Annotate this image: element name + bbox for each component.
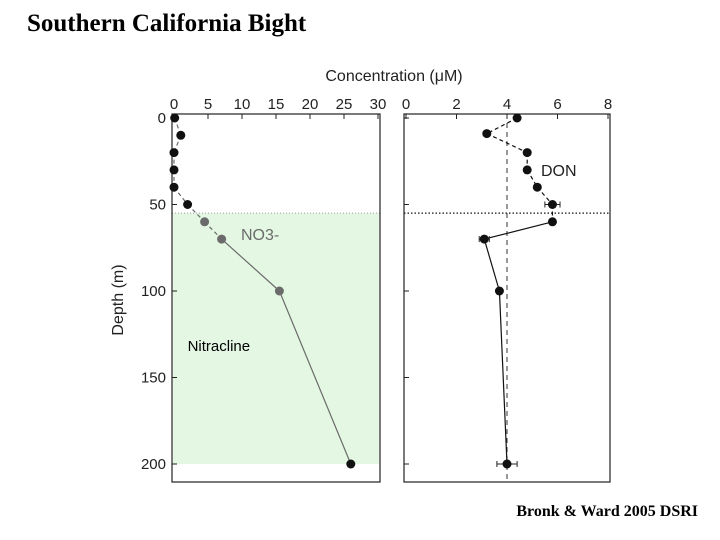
no3-point [169, 182, 179, 192]
chart-text: NitraclineNO3-DON050100150200Concentrati… [110, 68, 577, 473]
nitracline-label: Nitracline [188, 338, 251, 355]
x-tick-label: 0 [170, 96, 178, 113]
reference-lines [172, 114, 610, 482]
slide-title: Southern California Bight [27, 10, 307, 37]
no3-point [274, 286, 284, 296]
don-point [522, 165, 532, 175]
x-tick-label: 0 [402, 96, 410, 113]
series-segment [486, 117, 518, 135]
error-bars [478, 201, 561, 467]
series-segment [483, 238, 501, 292]
nitracline-layer [173, 213, 379, 464]
x-tick-label: 8 [604, 96, 612, 113]
x-tick-label: 30 [370, 96, 387, 113]
series-segment [498, 290, 508, 465]
no3-point [200, 217, 210, 227]
no3-point [217, 234, 227, 244]
series-segment [484, 221, 553, 240]
no3-point [346, 459, 356, 469]
y-tick-label: 200 [141, 456, 166, 473]
x-tick-label: 25 [336, 96, 353, 113]
no3-point [183, 200, 193, 209]
tick-marks-and-labels: 0 5 10 15 20 25 30 0 2 4 6 8 [170, 96, 612, 465]
x-tick-label: 6 [553, 96, 561, 113]
x-tick-label: 15 [268, 96, 285, 113]
no3-point [170, 113, 180, 123]
y-axis-title: Depth (m) [110, 264, 127, 335]
don-point [532, 182, 542, 192]
series-segment [486, 133, 528, 154]
y-tick-label: 150 [141, 370, 166, 387]
data-points [169, 113, 557, 469]
no3-series-label: NO3- [241, 227, 279, 244]
don-point [547, 200, 557, 209]
x-tick-label: 20 [302, 96, 319, 113]
no3-point [169, 148, 179, 158]
y-tick-label: 100 [141, 283, 166, 300]
no3-point [169, 165, 179, 175]
nitracline-band [173, 213, 379, 464]
x-tick-label: 4 [503, 96, 511, 113]
no3-point [176, 130, 186, 140]
citation: Bronk & Ward 2005 DSRI [516, 503, 698, 520]
y-tick-label: 50 [149, 197, 166, 214]
don-point [494, 286, 504, 296]
x-tick-label: 10 [234, 96, 251, 113]
x-tick-label: 2 [452, 96, 460, 113]
y-tick-label: 0 [158, 110, 166, 127]
don-series-label: DON [541, 163, 577, 180]
don-point [522, 148, 532, 158]
don-point [482, 129, 492, 139]
series-segment [278, 290, 352, 465]
x-tick-label: 5 [204, 96, 212, 113]
x-axis-title: Concentration (μM) [325, 68, 462, 85]
don-point [547, 217, 557, 227]
don-point [502, 459, 512, 469]
don-point [479, 234, 489, 244]
don-point [512, 113, 522, 123]
series-segment [221, 238, 280, 292]
